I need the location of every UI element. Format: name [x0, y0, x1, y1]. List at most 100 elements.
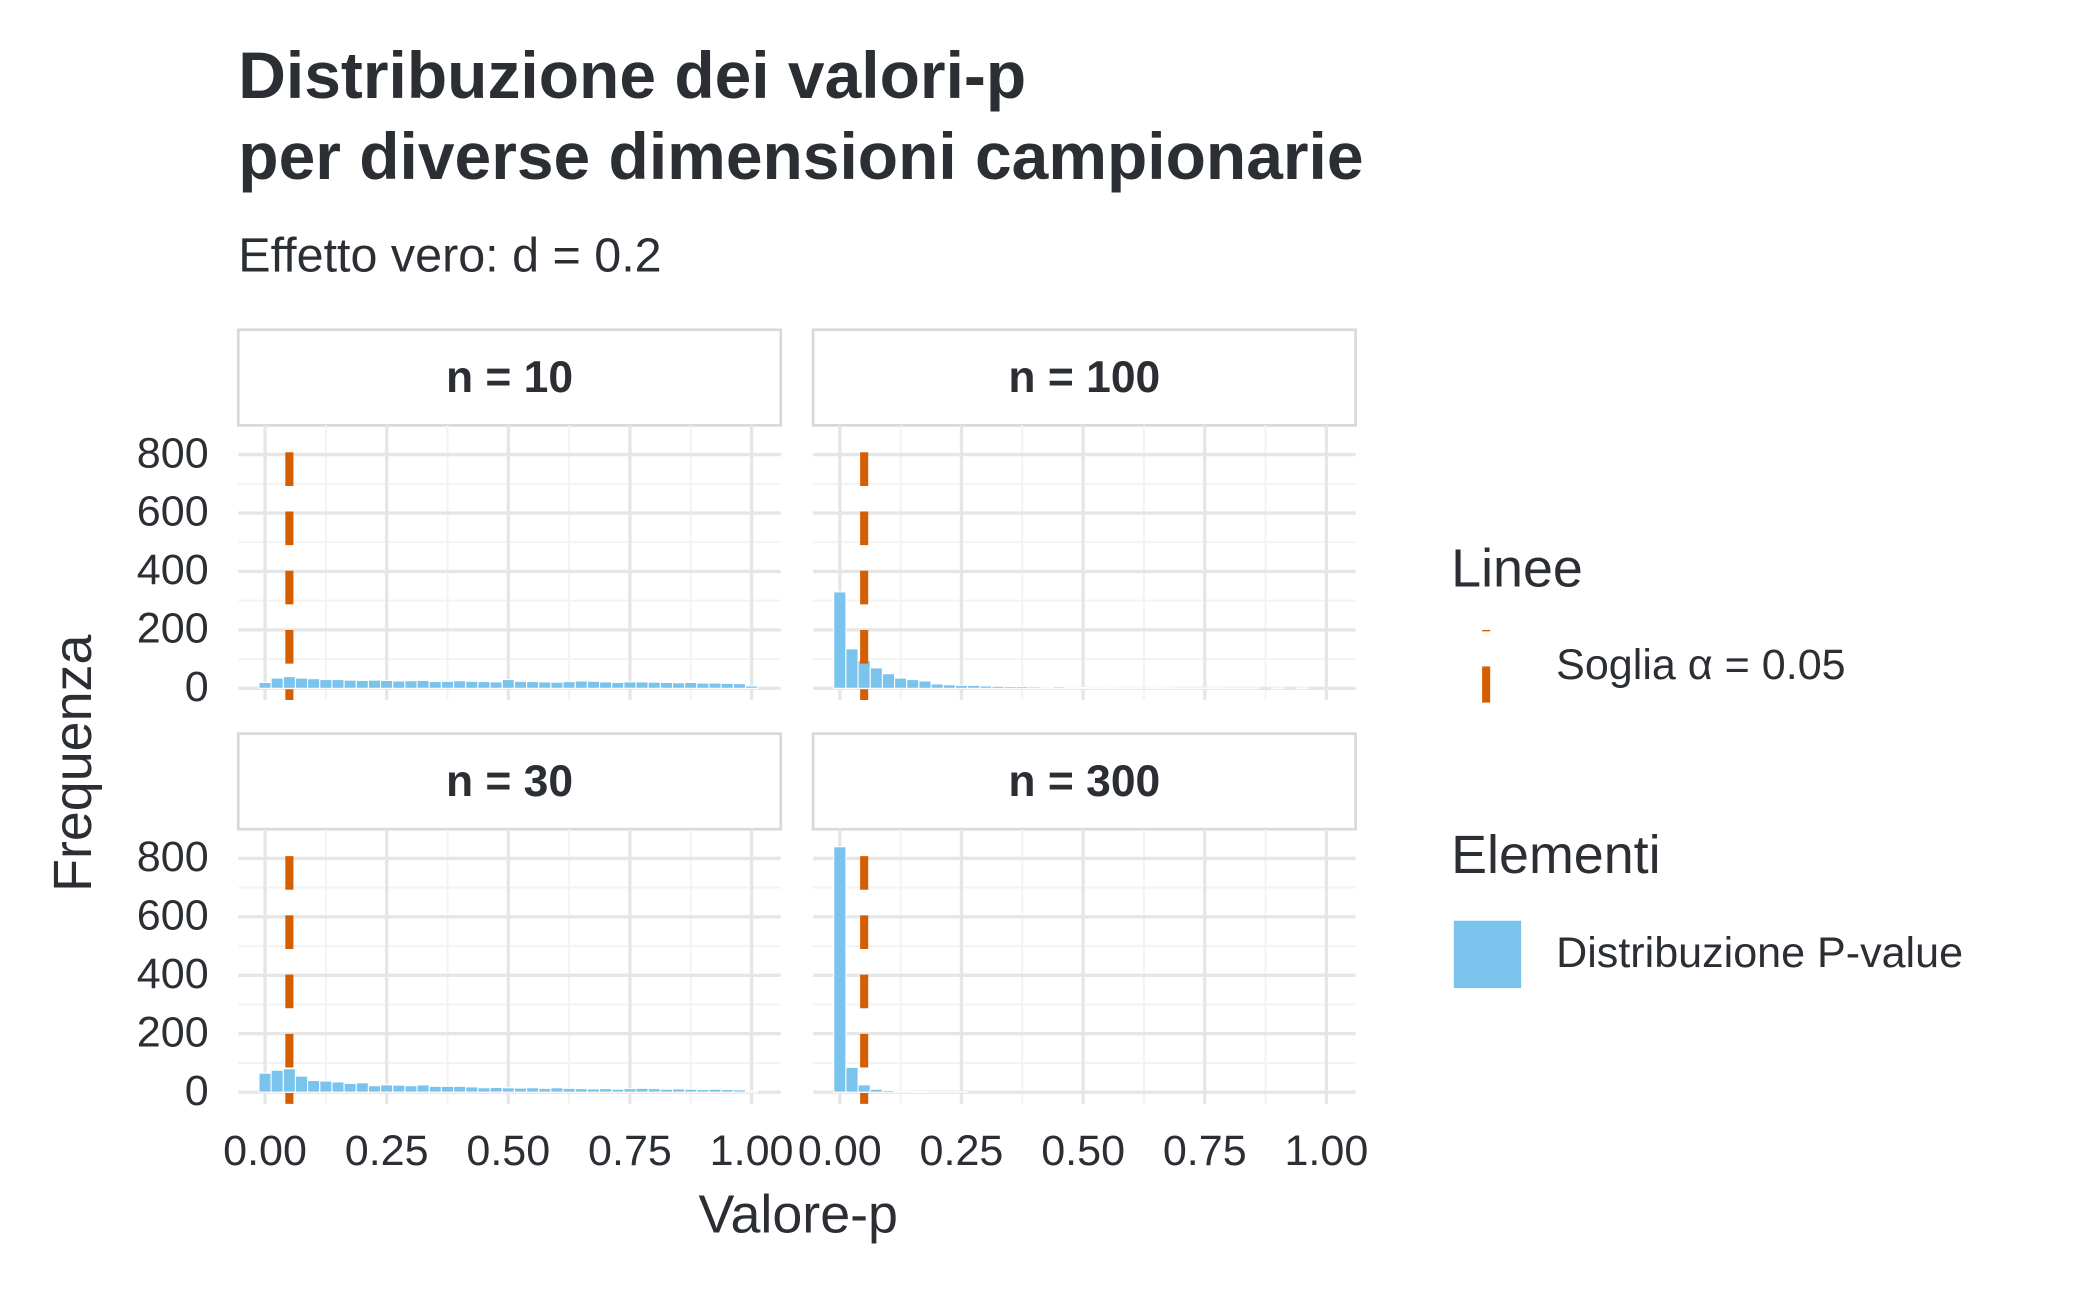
bar — [355, 1082, 369, 1093]
y-tick-label: 200 — [137, 605, 209, 653]
legend-title: Elementi — [1451, 825, 1660, 885]
y-tick-label: 800 — [137, 429, 209, 477]
facet-strip — [811, 328, 1357, 427]
bar — [294, 1075, 309, 1093]
bar — [906, 679, 920, 689]
bar — [906, 1091, 920, 1093]
bar — [833, 846, 847, 1093]
bar — [453, 1085, 467, 1093]
bar — [586, 680, 601, 689]
bar — [282, 1068, 296, 1093]
bar — [708, 682, 722, 689]
bar — [380, 1084, 394, 1093]
y-tick-label: 400 — [137, 950, 209, 998]
bar — [684, 1088, 698, 1093]
x-tick-label: 0.50 — [1041, 1127, 1125, 1175]
bar — [869, 667, 883, 689]
bar — [331, 679, 345, 689]
bar — [574, 680, 588, 689]
x-tick-label: 0.75 — [1163, 1127, 1247, 1175]
bar — [1052, 686, 1066, 689]
bar — [684, 681, 698, 689]
bar — [294, 677, 309, 689]
bar — [331, 1081, 345, 1093]
bar — [1100, 686, 1115, 689]
facet-label: n = 30 — [446, 757, 573, 806]
bar — [991, 685, 1005, 689]
chart-subtitle: Effetto vero: d = 0.2 — [238, 228, 661, 282]
bar — [428, 1085, 442, 1093]
bar — [979, 685, 993, 689]
x-axis-label: Valore-p — [699, 1184, 898, 1244]
bar — [635, 1087, 649, 1093]
bar — [635, 681, 649, 689]
x-tick-label: 1.00 — [710, 1127, 794, 1175]
bar — [416, 1084, 430, 1093]
facet-strip — [811, 732, 1357, 831]
bar — [881, 673, 896, 689]
bar — [918, 1091, 932, 1093]
bar — [671, 1088, 686, 1093]
bar — [586, 1088, 601, 1093]
bar — [258, 1072, 272, 1093]
bar — [343, 679, 357, 689]
bar — [611, 681, 625, 689]
bar — [319, 679, 333, 689]
facet-label: n = 10 — [446, 353, 573, 402]
bar — [1015, 686, 1029, 689]
bar — [453, 680, 467, 689]
bar — [942, 684, 956, 689]
bar — [647, 681, 661, 689]
bar — [881, 1089, 896, 1093]
bar — [1137, 687, 1151, 689]
bar — [857, 660, 871, 689]
y-tick-label: 600 — [137, 892, 209, 940]
bar — [857, 1084, 871, 1093]
bar — [659, 681, 674, 689]
chart-title: Distribuzione dei valori-p — [238, 38, 1026, 112]
bar — [1064, 686, 1078, 689]
y-axis-label: Frequenza — [43, 635, 103, 892]
bar — [623, 1088, 637, 1093]
bar — [1210, 687, 1224, 689]
x-tick-label: 0.00 — [798, 1127, 882, 1175]
bar — [696, 1088, 710, 1093]
x-tick-label: 0.00 — [223, 1127, 307, 1175]
bar — [258, 681, 272, 689]
facet-strip — [236, 732, 783, 831]
facet-strip — [236, 328, 783, 427]
bar — [1161, 687, 1175, 689]
x-tick-label: 0.75 — [588, 1127, 672, 1175]
bar — [550, 1087, 564, 1093]
bar — [501, 679, 515, 689]
bar — [319, 1080, 333, 1093]
bar — [550, 681, 564, 689]
bar — [513, 1087, 528, 1093]
facet-label: n = 300 — [1008, 757, 1160, 806]
bar — [428, 681, 442, 689]
bar — [538, 681, 552, 689]
bar — [513, 680, 528, 689]
y-tick-label: 800 — [137, 833, 209, 881]
bar — [954, 684, 969, 689]
bar — [1149, 686, 1163, 689]
bar — [744, 1090, 759, 1093]
bar — [1027, 686, 1042, 689]
bar — [538, 1087, 552, 1093]
bar — [598, 1088, 613, 1093]
bar — [1003, 686, 1017, 689]
bar — [1076, 686, 1090, 689]
bar — [392, 1084, 406, 1093]
bar — [404, 680, 418, 689]
bar — [611, 1088, 625, 1093]
y-tick-label: 0 — [185, 1067, 209, 1115]
bar — [477, 681, 491, 689]
bar — [380, 679, 394, 689]
bar — [489, 681, 503, 689]
bar — [562, 681, 576, 689]
bar — [720, 1088, 734, 1093]
bar — [918, 680, 932, 689]
y-tick-label: 0 — [185, 663, 209, 711]
bar — [477, 1087, 491, 1093]
